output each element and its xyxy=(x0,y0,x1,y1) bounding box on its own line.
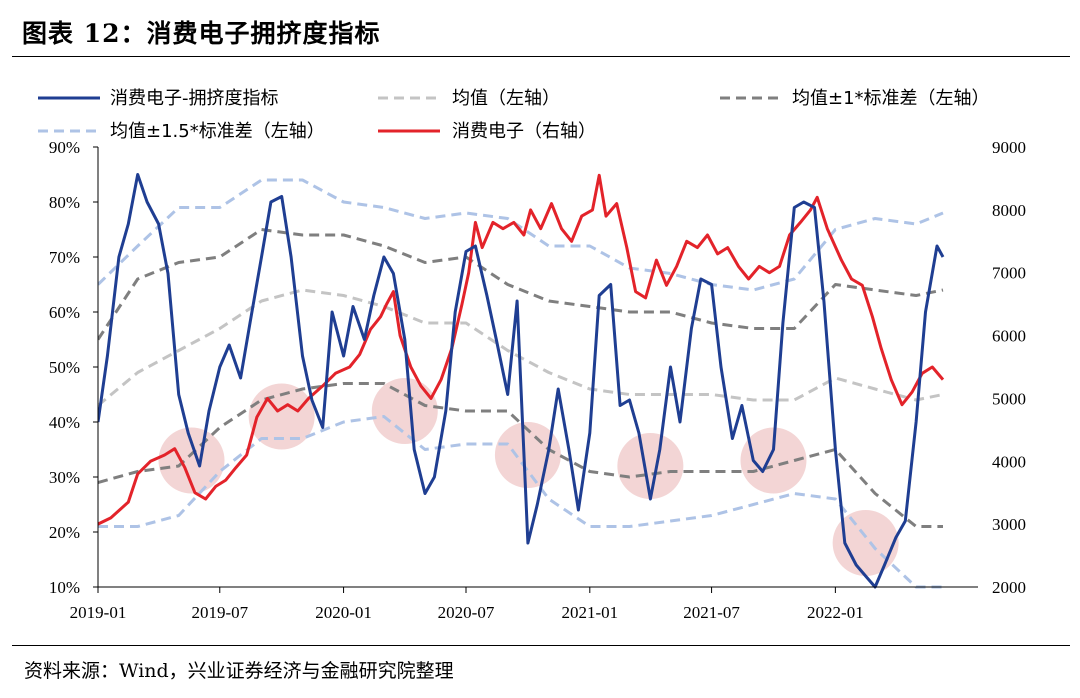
highlight-circle-3 xyxy=(371,378,438,444)
y-left-tick-label-1: 10% xyxy=(49,578,80,597)
y-left-tick-label-2: 20% xyxy=(49,523,80,542)
series-line-band15-lower xyxy=(98,415,943,589)
legend: 消费电子-拥挤度指标 均值（左轴） 均值±1*标准差（左轴） 均值±1.5*标准… xyxy=(38,88,990,142)
series-line-price xyxy=(98,173,945,526)
series-line-mean xyxy=(98,288,944,407)
source-note: 资料来源：Wind，兴业证券经济与金融研究院整理 xyxy=(24,660,454,682)
highlight-zones xyxy=(158,378,899,576)
highlight-circle-7 xyxy=(832,510,899,576)
y-right-tick-label-5: 6000 xyxy=(992,327,1026,346)
highlight-circle-6 xyxy=(740,427,807,494)
top-rule xyxy=(12,56,1070,57)
legend-item-band1: 均值±1*标准差（左轴） xyxy=(720,88,990,109)
left-axis-ticks: 10% 20% 30% 40% 50% 60% 70% 80% 90% xyxy=(49,138,98,597)
series-line-band15-upper xyxy=(98,178,944,292)
chart-title: 图表 12：消费电子拥挤度指标 xyxy=(22,19,381,48)
y-right-tick-label-7: 8000 xyxy=(992,201,1026,220)
y-right-tick-label-3: 4000 xyxy=(992,452,1026,471)
legend-label-crowding: 消费电子-拥挤度指标 xyxy=(110,88,279,109)
legend-item-band15: 均值±1.5*标准差（左轴） xyxy=(38,121,325,142)
series-lines xyxy=(98,173,945,589)
y-right-tick-label-8: 9000 xyxy=(992,138,1026,157)
x-tick-label-3: 2020-01 xyxy=(315,603,372,622)
series-line-crowding xyxy=(98,173,945,589)
legend-label-band15: 均值±1.5*标准差（左轴） xyxy=(110,121,325,142)
bottom-rule xyxy=(12,645,1070,646)
y-right-tick-label-2: 3000 xyxy=(992,515,1026,534)
y-right-tick-label-4: 5000 xyxy=(992,389,1026,408)
y-left-tick-label-3: 30% xyxy=(49,468,80,487)
y-left-tick-label-4: 40% xyxy=(49,413,80,432)
y-left-tick-label-8: 80% xyxy=(49,193,80,212)
legend-item-mean: 均值（左轴） xyxy=(378,88,560,109)
legend-label-price: 消费电子（右轴） xyxy=(452,121,596,142)
x-tick-label-6: 2021-07 xyxy=(683,603,740,622)
series-line-band1-lower xyxy=(98,382,943,528)
legend-item-crowding: 消费电子-拥挤度指标 xyxy=(38,88,279,109)
series-line-band1-upper xyxy=(98,228,944,341)
legend-label-band1: 均值±1*标准差（左轴） xyxy=(792,88,990,109)
x-tick-label-2: 2019-07 xyxy=(191,603,248,622)
right-axis-ticks: 2000 3000 4000 5000 6000 7000 8000 9000 xyxy=(992,138,1026,597)
legend-label-mean: 均值（左轴） xyxy=(452,88,560,109)
x-tick-label-1: 2019-01 xyxy=(70,603,127,622)
y-left-tick-label-6: 60% xyxy=(49,303,80,322)
y-right-tick-label-6: 7000 xyxy=(992,264,1026,283)
y-left-tick-label-7: 70% xyxy=(49,248,80,267)
x-axis-ticks: 2019-01 2019-07 2020-01 2020-07 2021-01 2021-… xyxy=(70,587,864,622)
highlight-circle-1 xyxy=(158,427,225,494)
x-tick-label-7: 2022-01 xyxy=(807,603,864,622)
legend-item-price: 消费电子（右轴） xyxy=(378,121,596,142)
y-right-tick-label-1: 2000 xyxy=(992,578,1026,597)
y-left-tick-label-5: 50% xyxy=(49,358,80,377)
y-left-tick-label-9: 90% xyxy=(49,138,80,157)
x-tick-label-5: 2021-01 xyxy=(561,603,618,622)
highlight-circle-5 xyxy=(617,433,684,499)
x-tick-label-4: 2020-07 xyxy=(438,603,495,622)
